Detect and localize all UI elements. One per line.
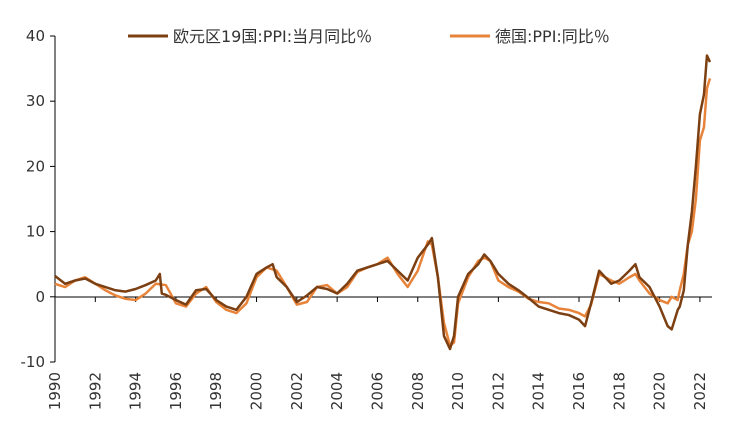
legend: 欧元区19国:PPI:当月同比％ 德国:PPI:同比％	[128, 27, 610, 46]
y-tick-label: 30	[26, 92, 45, 110]
x-tick-label: 2014	[530, 372, 548, 410]
series-line-eurozone	[54, 54, 712, 351]
x-tick-label: 2022	[691, 372, 709, 410]
x-tick-label: 1992	[86, 372, 104, 410]
x-tick-label: 2020	[651, 372, 669, 410]
x-tick-label: 2002	[288, 372, 306, 410]
y-tick-label: 20	[26, 157, 45, 175]
legend-label-germany: 德国:PPI:同比％	[495, 27, 610, 46]
x-tick-label: 1998	[207, 372, 225, 410]
y-tick-label: 10	[26, 223, 45, 241]
x-axis-ticks: 1990 1992 1994 1996 1998 2000 2002 2004 2006 2008…	[46, 297, 709, 410]
x-tick-label: 2016	[570, 372, 588, 410]
x-tick-label: 2000	[248, 372, 266, 410]
x-tick-label: 2004	[328, 372, 346, 410]
series-line-germany	[54, 78, 712, 347]
x-tick-label: 2012	[489, 372, 507, 410]
x-tick-label: 1996	[167, 372, 185, 410]
x-tick-label: 2018	[610, 372, 628, 410]
y-tick-label: -10	[21, 353, 46, 371]
y-tick-label: 40	[26, 27, 45, 45]
x-tick-label: 2008	[409, 372, 427, 410]
x-tick-label: 1994	[127, 372, 145, 410]
legend-label-eurozone: 欧元区19国:PPI:当月同比％	[173, 27, 372, 46]
x-tick-label: 2010	[449, 372, 467, 410]
y-tick-label: 0	[35, 288, 45, 306]
x-tick-label: 2006	[368, 372, 386, 410]
y-axis-ticks: -10 0 10 20 30 40	[21, 27, 55, 371]
series-layer	[54, 54, 712, 351]
x-tick-label: 1990	[46, 372, 64, 410]
